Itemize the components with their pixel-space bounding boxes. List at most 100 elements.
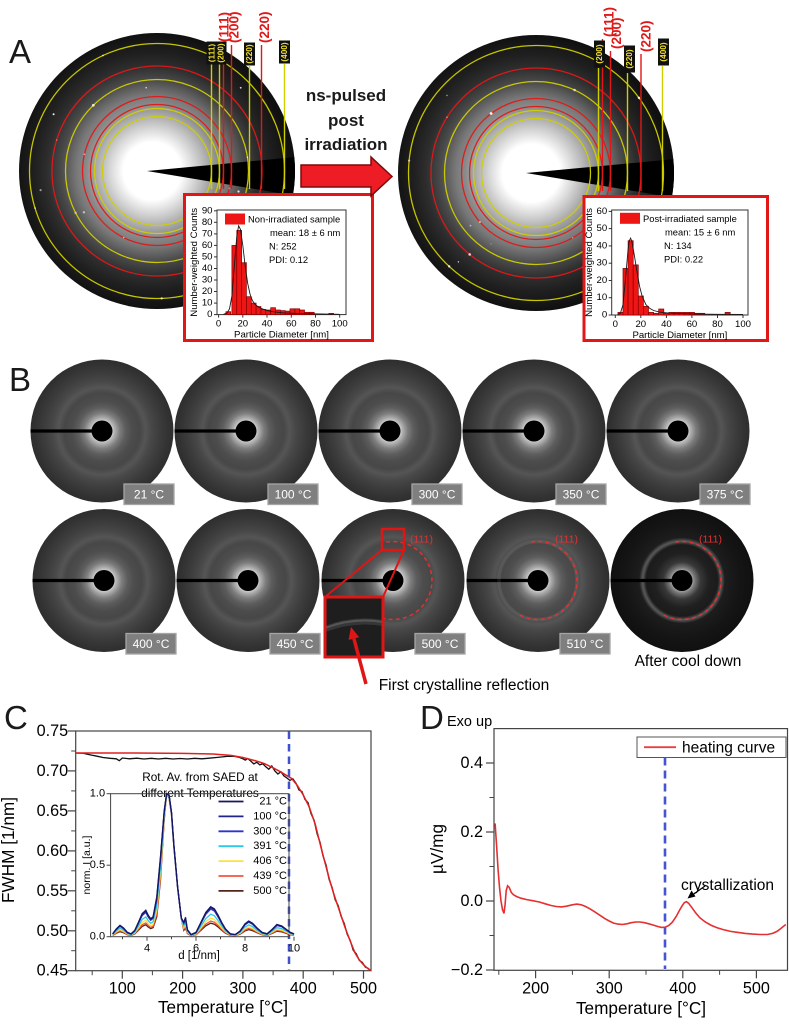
svg-text:(200): (200) xyxy=(217,43,226,62)
svg-text:0.45: 0.45 xyxy=(37,962,69,980)
svg-text:0.0: 0.0 xyxy=(90,931,105,943)
svg-text:21 °C: 21 °C xyxy=(134,488,164,502)
svg-text:(200): (200) xyxy=(609,17,624,49)
svg-text:(400): (400) xyxy=(280,42,289,61)
svg-text:300 °C: 300 °C xyxy=(419,488,456,502)
svg-text:500 °C: 500 °C xyxy=(422,637,459,651)
svg-text:21 °C: 21 °C xyxy=(259,796,287,808)
svg-text:N: 252: N: 252 xyxy=(269,241,297,252)
svg-text:6: 6 xyxy=(193,943,199,955)
svg-text:(400): (400) xyxy=(659,42,668,61)
svg-text:B: B xyxy=(9,361,31,398)
svg-text:510 °C: 510 °C xyxy=(567,637,604,651)
svg-text:0.50: 0.50 xyxy=(37,922,69,940)
svg-text:200: 200 xyxy=(522,979,549,997)
svg-text:30: 30 xyxy=(597,258,608,269)
svg-text:(111): (111) xyxy=(602,7,617,37)
svg-text:(220): (220) xyxy=(245,44,254,63)
svg-text:300 °C: 300 °C xyxy=(253,825,287,837)
svg-text:norm. I [a.u.]: norm. I [a.u.] xyxy=(81,835,93,894)
svg-text:20: 20 xyxy=(597,275,608,286)
svg-text:100: 100 xyxy=(735,319,751,330)
svg-text:0.5: 0.5 xyxy=(90,859,105,871)
svg-text:Exo up: Exo up xyxy=(447,714,492,730)
svg-text:(111): (111) xyxy=(217,12,232,42)
svg-text:300: 300 xyxy=(596,979,623,997)
svg-text:(220): (220) xyxy=(625,49,634,68)
svg-text:0: 0 xyxy=(602,310,607,321)
svg-text:0: 0 xyxy=(216,319,221,330)
svg-text:400 °C: 400 °C xyxy=(133,637,170,651)
svg-text:10: 10 xyxy=(202,298,213,309)
svg-text:0.75: 0.75 xyxy=(37,722,69,740)
svg-text:(111): (111) xyxy=(410,534,433,546)
svg-text:40: 40 xyxy=(202,263,213,274)
svg-text:Post-irradiated sample: Post-irradiated sample xyxy=(643,213,737,224)
svg-text:(111): (111) xyxy=(555,534,578,546)
svg-text:Rot. Av. from SAED at: Rot. Av. from SAED at xyxy=(142,770,258,784)
svg-text:500: 500 xyxy=(743,979,770,997)
svg-text:20: 20 xyxy=(237,319,248,330)
svg-text:(111): (111) xyxy=(208,44,217,62)
svg-text:(220): (220) xyxy=(257,11,272,43)
svg-text:irradiation: irradiation xyxy=(304,135,387,154)
svg-text:post: post xyxy=(328,111,364,130)
svg-text:0: 0 xyxy=(613,319,618,330)
svg-text:100 °C: 100 °C xyxy=(253,810,287,822)
svg-text:−0.2: −0.2 xyxy=(451,961,483,979)
svg-text:0.55: 0.55 xyxy=(37,882,69,900)
svg-text:100 °C: 100 °C xyxy=(275,488,312,502)
svg-text:500 °C: 500 °C xyxy=(253,885,287,897)
svg-text:500: 500 xyxy=(350,980,377,998)
svg-text:80: 80 xyxy=(712,319,723,330)
svg-text:0.0: 0.0 xyxy=(460,892,483,910)
svg-text:0.70: 0.70 xyxy=(37,762,69,780)
svg-text:400: 400 xyxy=(290,980,317,998)
svg-text:100: 100 xyxy=(332,319,348,330)
svg-text:A: A xyxy=(9,33,31,70)
svg-text:40: 40 xyxy=(597,240,608,251)
svg-text:400: 400 xyxy=(669,979,696,997)
svg-text:Non-irradiated sample: Non-irradiated sample xyxy=(248,214,340,225)
svg-text:0.4: 0.4 xyxy=(460,754,483,772)
svg-text:200: 200 xyxy=(169,980,196,998)
svg-text:40: 40 xyxy=(262,319,273,330)
svg-text:60: 60 xyxy=(286,319,297,330)
svg-text:mean: 15 ± 6 nm: mean: 15 ± 6 nm xyxy=(665,226,735,237)
svg-text:20: 20 xyxy=(202,286,213,297)
svg-text:391 °C: 391 °C xyxy=(253,840,287,852)
svg-text:(200): (200) xyxy=(595,44,604,63)
svg-text:40: 40 xyxy=(661,319,672,330)
svg-text:(220): (220) xyxy=(639,20,654,52)
svg-text:PDI: 0.22: PDI: 0.22 xyxy=(664,253,703,264)
svg-text:0.2: 0.2 xyxy=(460,823,483,841)
svg-text:439 °C: 439 °C xyxy=(253,870,287,882)
svg-text:(111): (111) xyxy=(699,534,722,546)
svg-text:Temperature [°C]: Temperature [°C] xyxy=(576,998,706,1018)
svg-text:100: 100 xyxy=(109,980,136,998)
svg-text:30: 30 xyxy=(202,275,213,286)
svg-text:Particle Diameter [nm]: Particle Diameter [nm] xyxy=(632,330,727,341)
svg-text:D: D xyxy=(420,699,444,736)
svg-text:After cool down: After cool down xyxy=(635,653,742,670)
svg-text:90: 90 xyxy=(202,205,213,216)
svg-text:FWHM [1/nm]: FWHM [1/nm] xyxy=(0,797,18,903)
svg-text:80: 80 xyxy=(202,217,213,228)
svg-text:0.65: 0.65 xyxy=(37,802,69,820)
svg-text:PDI: 0.12: PDI: 0.12 xyxy=(269,254,308,265)
svg-text:First crystalline reflection: First crystalline reflection xyxy=(379,677,550,694)
svg-text:crystallization: crystallization xyxy=(681,877,774,894)
svg-text:Temperature [°C]: Temperature [°C] xyxy=(158,997,288,1017)
svg-text:mean: 18 ± 6 nm: mean: 18 ± 6 nm xyxy=(270,227,340,238)
svg-text:20: 20 xyxy=(635,319,646,330)
svg-text:350 °C: 350 °C xyxy=(563,488,600,502)
svg-text:0.60: 0.60 xyxy=(37,842,69,860)
svg-text:(200): (200) xyxy=(227,11,242,43)
svg-text:8: 8 xyxy=(242,943,248,955)
svg-text:406 °C: 406 °C xyxy=(253,855,287,867)
svg-text:d [1/nm]: d [1/nm] xyxy=(178,950,220,962)
svg-text:375 °C: 375 °C xyxy=(707,488,744,502)
svg-text:N: 134: N: 134 xyxy=(664,240,692,251)
svg-text:60: 60 xyxy=(597,206,608,217)
svg-text:60: 60 xyxy=(687,319,698,330)
